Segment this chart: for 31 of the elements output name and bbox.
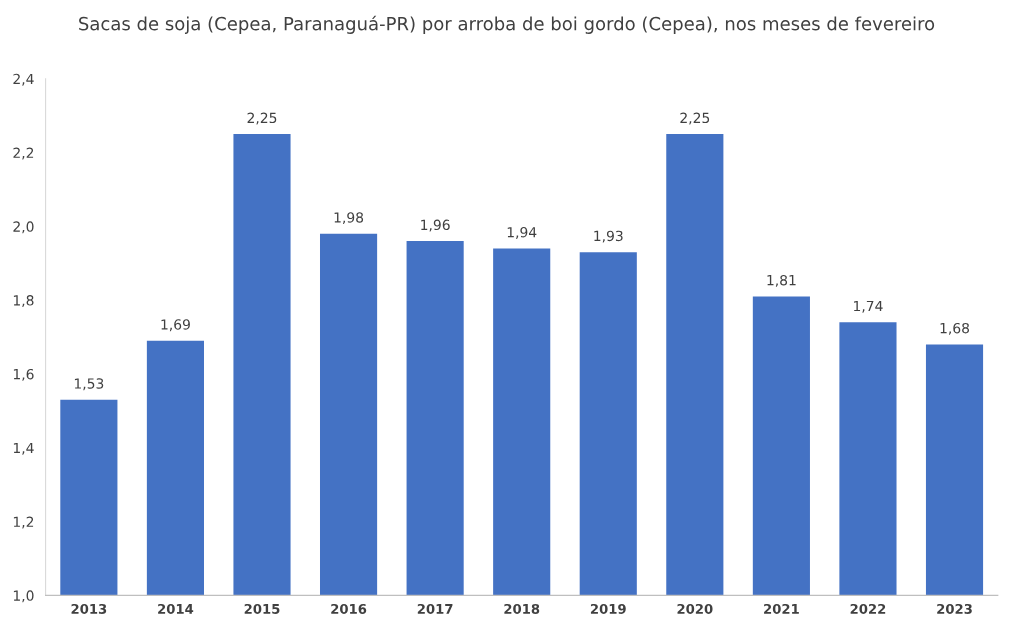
x-tick-label: 2023 [937,603,972,614]
x-tick-label: 2014 [158,603,194,614]
x-tick-label: 2017 [417,603,453,614]
data-label: 1,96 [421,219,450,232]
x-tick-label: 2016 [331,603,367,614]
data-label: 2,25 [680,112,710,125]
y-tick-label: 2,0 [13,221,34,234]
y-tick-label: 1,2 [13,516,34,529]
data-label: 1,81 [767,274,796,287]
chart-title: Sacas de soja (Cepea, Paranaguá-PR) por arroba de boi gordo (Cepea), nos meses de fevereiro [79,15,935,34]
x-tick-label: 2018 [504,603,540,614]
y-tick-label: 1,8 [13,295,34,308]
x-tick-label: 2021 [764,603,799,614]
data-label: 2,25 [247,112,277,125]
y-tick-label: 1,0 [13,590,34,603]
data-label: 1,94 [507,226,537,239]
y-tick-label: 1,6 [13,368,34,381]
x-tick-label: 2022 [850,603,886,614]
data-label: 1,98 [334,212,364,225]
data-label: 1,93 [594,230,623,243]
data-label: 1,69 [161,319,190,332]
y-tick-label: 1,4 [13,442,34,455]
data-label: 1,68 [940,322,970,335]
x-tick-label: 2019 [590,603,626,614]
x-tick-label: 2013 [71,603,107,614]
data-label: 1,53 [74,378,104,391]
x-tick-label: 2015 [244,603,280,614]
y-tick-label: 2,4 [13,73,34,86]
x-tick-label: 2020 [677,603,713,614]
data-label: 1,74 [854,300,883,313]
y-tick-label: 2,2 [13,147,34,160]
